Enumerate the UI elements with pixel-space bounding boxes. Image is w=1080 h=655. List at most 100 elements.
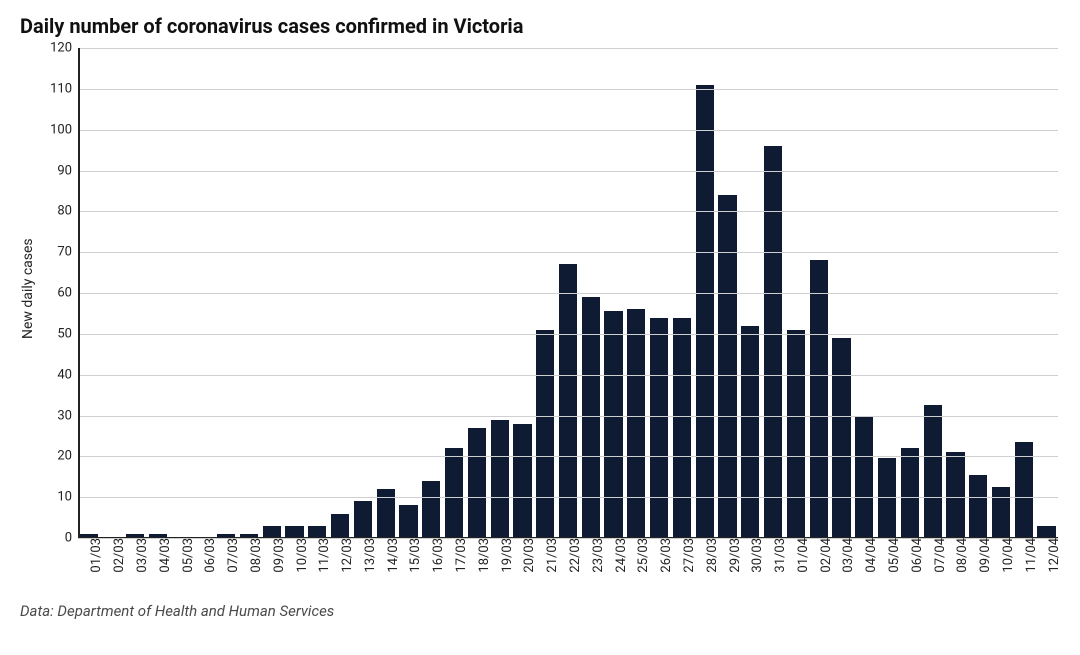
y-tick-label: 80 <box>57 204 78 219</box>
bar <box>901 448 919 538</box>
bar <box>331 514 349 539</box>
chart-page: Daily number of coronavirus cases confir… <box>0 0 1080 655</box>
x-tick-label: 07/03 <box>222 538 241 573</box>
x-tick-label: 12/03 <box>336 538 355 573</box>
y-tick-label: 20 <box>57 449 78 464</box>
bar <box>764 146 782 538</box>
grid-line <box>78 89 1058 90</box>
bar <box>946 452 964 538</box>
grid-line <box>78 252 1058 253</box>
x-tick-label: 02/04 <box>815 538 834 573</box>
x-tick-label: 11/04 <box>1020 538 1039 573</box>
grid-line <box>78 171 1058 172</box>
bar <box>992 487 1010 538</box>
x-tick-label: 08/03 <box>245 538 264 573</box>
bar <box>718 195 736 538</box>
x-tick-label: 28/03 <box>701 538 720 573</box>
x-tick-label: 31/03 <box>769 538 788 573</box>
x-tick-label: 08/04 <box>951 538 970 573</box>
grid-line <box>78 416 1058 417</box>
y-tick-label: 120 <box>50 41 78 56</box>
bar <box>650 318 668 539</box>
x-tick-label: 30/03 <box>746 538 765 573</box>
x-tick-label: 02/03 <box>108 538 127 573</box>
bar <box>855 416 873 539</box>
x-tick-label: 17/03 <box>450 538 469 573</box>
bar <box>696 85 714 538</box>
x-tick-label: 24/03 <box>610 538 629 573</box>
bar <box>468 428 486 538</box>
x-tick-label: 14/03 <box>382 538 401 573</box>
y-axis-line <box>78 48 80 538</box>
bar <box>422 481 440 538</box>
x-tick-label: 11/03 <box>313 538 332 573</box>
x-tick-label: 10/04 <box>997 538 1016 573</box>
bar <box>924 405 942 538</box>
x-tick-label: 12/04 <box>1043 538 1062 573</box>
chart-footer: Data: Department of Health and Human Ser… <box>20 602 1060 620</box>
grid-line <box>78 293 1058 294</box>
x-tick-label: 06/03 <box>199 538 218 573</box>
bar <box>969 475 987 538</box>
y-tick-label: 0 <box>65 531 78 546</box>
x-tick-label: 04/03 <box>154 538 173 573</box>
bar <box>399 505 417 538</box>
x-tick-label: 01/03 <box>85 538 104 573</box>
x-tick-label: 23/03 <box>587 538 606 573</box>
grid-line <box>78 48 1058 49</box>
chart-title: Daily number of coronavirus cases confir… <box>20 14 1060 38</box>
bar <box>741 326 759 538</box>
x-tick-label: 25/03 <box>632 538 651 573</box>
bar <box>491 420 509 538</box>
y-tick-label: 70 <box>57 245 78 260</box>
bar <box>354 501 372 538</box>
grid-line <box>78 497 1058 498</box>
grid-line <box>78 130 1058 131</box>
plot-area: 010203040506070809010011012001/0302/0303… <box>78 48 1058 538</box>
bar <box>627 309 645 538</box>
x-tick-label: 07/04 <box>929 538 948 573</box>
bar <box>832 338 850 538</box>
grid-line <box>78 211 1058 212</box>
x-tick-label: 26/03 <box>655 538 674 573</box>
x-tick-label: 29/03 <box>724 538 743 573</box>
y-axis-label: New daily cases <box>18 44 36 534</box>
bar <box>673 318 691 539</box>
grid-line <box>78 375 1058 376</box>
x-tick-label: 09/03 <box>268 538 287 573</box>
x-tick-label: 10/03 <box>291 538 310 573</box>
x-tick-label: 20/03 <box>518 538 537 573</box>
y-tick-label: 90 <box>57 163 78 178</box>
bar <box>787 330 805 538</box>
x-tick-label: 09/04 <box>974 538 993 573</box>
x-tick-label: 19/03 <box>496 538 515 573</box>
x-tick-label: 16/03 <box>427 538 446 573</box>
x-tick-label: 03/04 <box>837 538 856 573</box>
x-tick-label: 21/03 <box>541 538 560 573</box>
x-tick-label: 18/03 <box>473 538 492 573</box>
x-tick-label: 27/03 <box>678 538 697 573</box>
x-tick-label: 05/04 <box>883 538 902 573</box>
grid-line <box>78 456 1058 457</box>
x-tick-label: 15/03 <box>404 538 423 573</box>
y-tick-label: 110 <box>50 81 78 96</box>
y-tick-label: 40 <box>57 367 78 382</box>
x-tick-label: 22/03 <box>564 538 583 573</box>
x-tick-label: 03/03 <box>131 538 150 573</box>
x-tick-label: 04/04 <box>860 538 879 573</box>
bar <box>513 424 531 538</box>
chart-area: New daily cases 010203040506070809010011… <box>18 44 1060 594</box>
x-tick-label: 05/03 <box>177 538 196 573</box>
y-tick-label: 30 <box>57 408 78 423</box>
x-tick-label: 13/03 <box>359 538 378 573</box>
bar <box>445 448 463 538</box>
bar <box>604 311 622 538</box>
y-tick-label: 50 <box>57 326 78 341</box>
bar <box>878 458 896 538</box>
x-tick-label: 06/04 <box>906 538 925 573</box>
bar <box>536 330 554 538</box>
x-tick-label: 01/04 <box>792 538 811 573</box>
y-tick-label: 10 <box>57 490 78 505</box>
grid-line <box>78 334 1058 335</box>
y-tick-label: 100 <box>50 122 78 137</box>
